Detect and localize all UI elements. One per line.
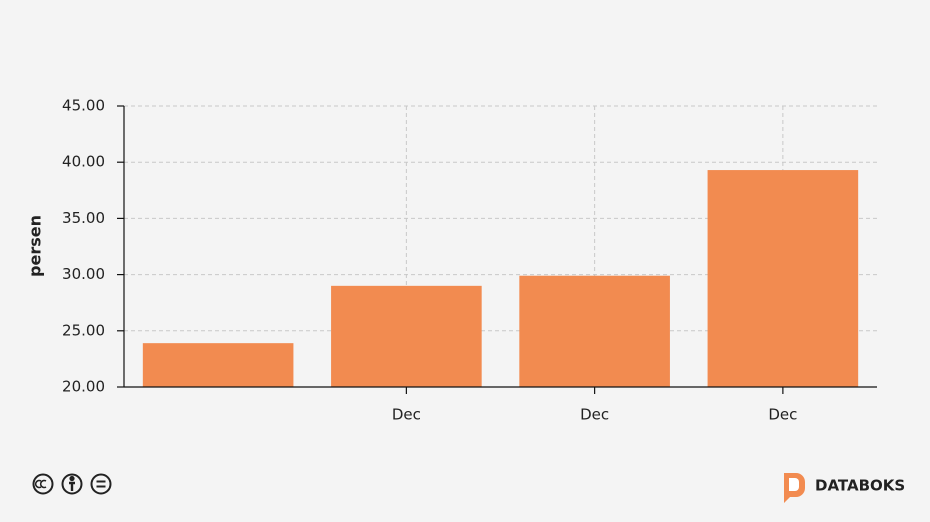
license-icons bbox=[32, 473, 112, 495]
y-tick-label: 20.00 bbox=[62, 378, 105, 396]
y-tick-label: 25.00 bbox=[62, 321, 105, 339]
bar bbox=[707, 170, 859, 387]
bar bbox=[519, 275, 670, 387]
x-tick-label: Dec bbox=[580, 406, 609, 424]
y-tick-label: 40.00 bbox=[62, 153, 105, 171]
brand-logo bbox=[784, 473, 805, 503]
x-tick-label: Dec bbox=[392, 406, 421, 424]
bar bbox=[331, 285, 482, 387]
y-tick-label: 30.00 bbox=[62, 265, 105, 283]
y-axis-label: persen bbox=[26, 215, 45, 277]
bar bbox=[142, 343, 294, 387]
y-tick-label: 45.00 bbox=[62, 97, 105, 115]
brand-name: DATABOKS bbox=[815, 477, 905, 495]
y-tick-label: 35.00 bbox=[62, 209, 105, 227]
x-tick-label: Dec bbox=[768, 406, 797, 424]
